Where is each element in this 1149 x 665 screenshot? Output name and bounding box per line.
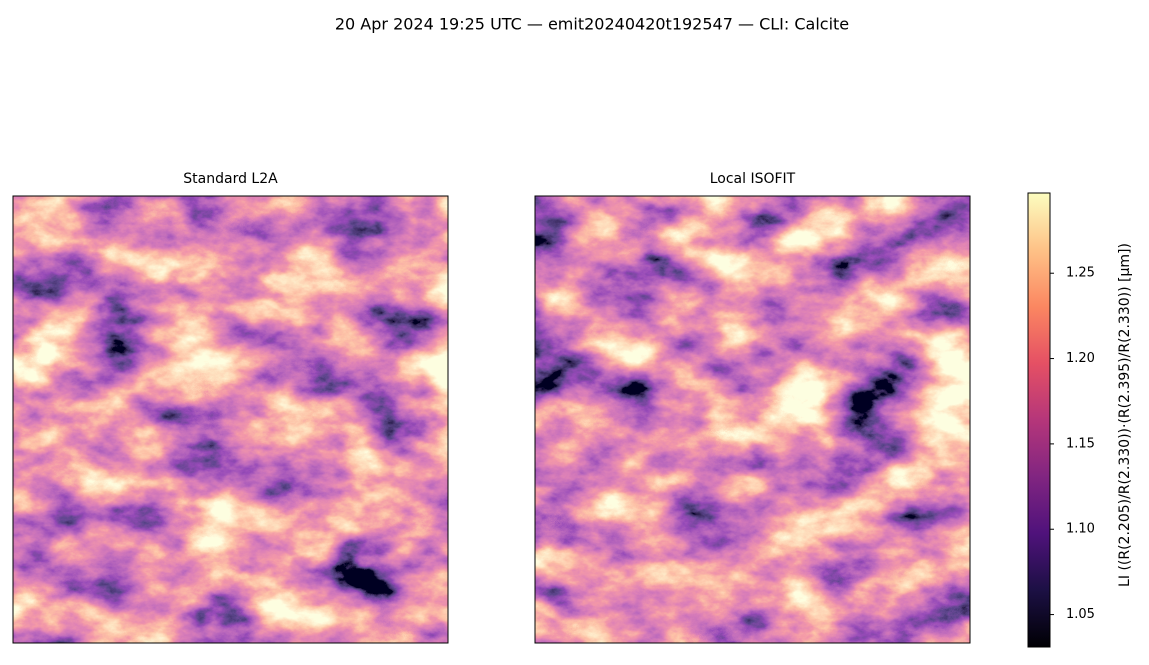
colorbar-label: LI ((R(2.205)/R(2.330))·(R(2.395)/R(2.33…: [1117, 243, 1133, 587]
colorbar-tick-label: 1.25: [1066, 266, 1095, 281]
figure-title: 20 Apr 2024 19:25 UTC — emit20240420t192…: [335, 15, 849, 34]
colorbar-tick-label: 1.10: [1066, 522, 1095, 537]
panel-frame: [12, 195, 449, 644]
heatmap-image: [13, 196, 448, 643]
panel-title: Local ISOFIT: [710, 171, 796, 187]
colorbar-tick-label: 1.15: [1066, 436, 1095, 451]
heatmap-image: [535, 196, 970, 643]
panel-frame: [534, 195, 971, 644]
colorbar-tick-label: 1.20: [1066, 351, 1095, 366]
colorbar-frame: [1027, 192, 1051, 648]
panel-title: Standard L2A: [183, 171, 278, 187]
colorbar: [1028, 193, 1050, 647]
colorbar-tick-label: 1.05: [1066, 607, 1095, 622]
